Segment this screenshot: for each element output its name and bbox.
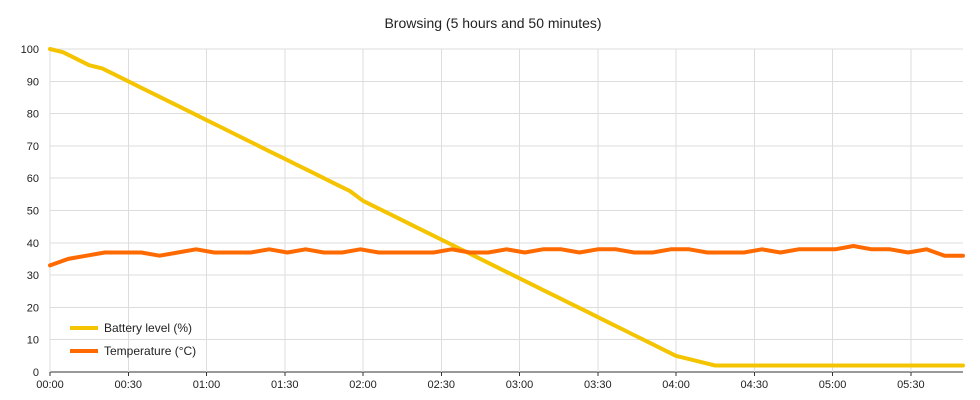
series-line-0 (48, 47, 965, 368)
gridlines (49, 48, 963, 373)
y-tick-label: 40 (27, 238, 39, 250)
x-tick-label: 02:00 (349, 379, 377, 391)
chart-title: Browsing (5 hours and 50 minutes) (384, 15, 601, 31)
x-tick-label: 04:00 (662, 379, 690, 391)
x-tick-label: 01:30 (271, 379, 299, 391)
series-lines (48, 47, 965, 368)
y-tick-label: 30 (27, 270, 39, 282)
series-line-1 (48, 244, 965, 268)
y-tick-label: 10 (27, 335, 39, 347)
y-tick-label: 20 (27, 302, 39, 314)
y-axis-ticks: 0 10 20 30 40 50 60 70 80 90 100 (21, 44, 39, 379)
y-tick-label: 50 (27, 206, 39, 218)
x-tick-label: 02:30 (428, 379, 456, 391)
legend-label-1: Temperature (°C) (104, 344, 196, 358)
x-tick-label: 04:30 (741, 379, 769, 391)
x-tick-label: 03:00 (506, 379, 534, 391)
x-tick-label: 05:00 (819, 379, 847, 391)
legend-label-0: Battery level (%) (104, 321, 192, 335)
y-tick-label: 100 (21, 44, 39, 56)
y-tick-label: 80 (27, 109, 39, 121)
y-tick-label: 60 (27, 173, 39, 185)
x-tick-label: 05:30 (897, 379, 925, 391)
x-tick-label: 01:00 (193, 379, 221, 391)
x-tick-label: 00:00 (36, 379, 64, 391)
x-axis-ticks: 00:00 00:30 01:00 01:30 02:00 02:30 03:00 03:30… (36, 372, 925, 391)
y-tick-label: 0 (33, 367, 39, 379)
y-tick-label: 70 (27, 141, 39, 153)
y-tick-label: 90 (27, 76, 39, 88)
legend: Battery level (%) Temperature (°C) (70, 321, 196, 358)
x-tick-label: 00:30 (114, 379, 142, 391)
x-tick-label: 03:30 (584, 379, 612, 391)
